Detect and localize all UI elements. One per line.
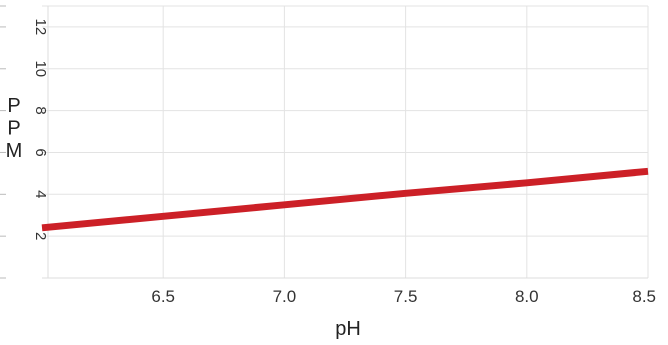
y-tick-label-3: 8 [32, 106, 49, 114]
y-tick-labels: 2 4 6 8 10 12 [32, 19, 49, 241]
x-axis-title: pH [335, 318, 361, 340]
y-tick-label-5: 12 [32, 19, 49, 36]
x-tick-label-3: 8.0 [515, 287, 539, 306]
x-tick-label-4: 8.5 [632, 287, 656, 306]
axes [0, 5, 648, 279]
y-tick-label-4: 10 [32, 60, 49, 77]
y-tick-label-0: 2 [32, 232, 49, 240]
x-tick-labels: 6.5 7.0 7.5 8.0 8.5 [151, 287, 656, 306]
y-tick-label-1: 4 [32, 190, 49, 198]
x-tick-label-2: 7.5 [394, 287, 418, 306]
grid [42, 5, 649, 278]
y-tick-label-2: 6 [32, 148, 49, 156]
x-tick-label-1: 7.0 [273, 287, 297, 306]
series-line-0 [41, 167, 649, 232]
x-tick-label-0: 6.5 [151, 287, 175, 306]
series-layer [41, 167, 649, 232]
